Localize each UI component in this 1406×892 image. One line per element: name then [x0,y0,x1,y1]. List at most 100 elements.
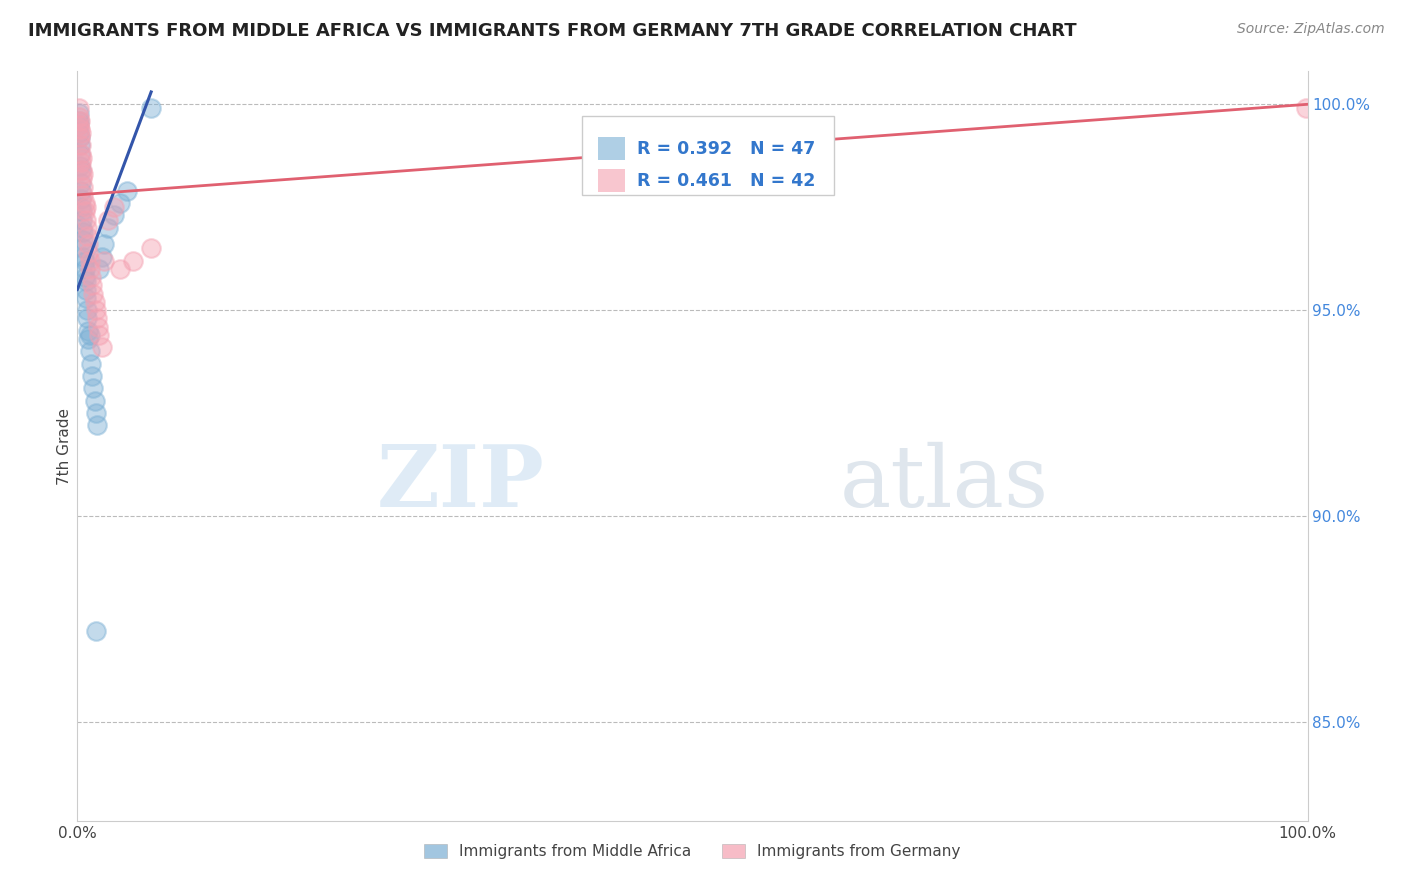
Point [70,176,93,190]
Point [70,146,93,161]
Point [89,262,111,277]
Point [69,130,91,145]
Bar [598,137,624,160]
Point [72,241,94,255]
Point [86,311,108,326]
Text: R = 0.392   N = 47: R = 0.392 N = 47 [637,139,815,158]
Point [69,138,91,153]
Point [69,113,91,128]
Point [67,102,90,116]
Point [80,357,103,371]
Point [67,113,90,128]
Point [69,122,91,136]
Point [97,212,120,227]
Point [84,303,107,318]
Point [76,303,98,318]
Text: atlas: atlas [841,442,1049,525]
Point [69,159,91,173]
Point [87,319,110,334]
Point [72,250,94,264]
Point [121,253,143,268]
Point [84,406,107,420]
Point [79,262,101,277]
Point [70,126,93,140]
Point [82,286,104,301]
Point [79,344,101,359]
Point [79,253,101,268]
Point [70,138,93,153]
Point [110,262,132,277]
Point [72,225,94,239]
FancyBboxPatch shape [582,116,834,195]
Point [82,381,104,395]
Point [70,163,93,178]
Point [115,184,138,198]
Point [75,283,97,297]
Point [73,204,96,219]
Point [93,253,115,268]
Point [70,163,93,178]
Point [97,220,120,235]
Point [76,229,98,244]
Point [79,327,101,342]
Point [70,151,93,165]
Point [67,118,90,132]
Point [84,624,107,639]
Point [141,241,163,255]
Point [89,327,111,342]
Point [110,196,132,211]
Bar [598,169,624,192]
Point [72,179,94,194]
Point [67,118,90,132]
Point [86,418,108,433]
Point [73,262,96,277]
Text: Source: ZipAtlas.com: Source: ZipAtlas.com [1237,22,1385,37]
Point [80,270,103,285]
Point [70,200,93,214]
Point [67,110,90,124]
Point [1295,102,1317,116]
Text: R = 0.461   N = 42: R = 0.461 N = 42 [637,171,815,190]
Text: ZIP: ZIP [377,442,546,525]
Point [69,146,91,161]
Point [83,294,105,309]
Point [70,204,93,219]
Point [73,253,96,268]
Point [76,220,98,235]
Point [72,167,94,181]
Point [82,369,104,384]
Point [82,278,104,293]
Point [72,233,94,247]
Legend: Immigrants from Middle Africa, Immigrants from Germany: Immigrants from Middle Africa, Immigrant… [418,838,967,865]
Point [103,200,125,214]
Y-axis label: 7th Grade: 7th Grade [56,408,72,484]
Point [77,324,100,338]
Point [70,212,93,227]
Point [70,155,93,169]
Point [90,250,114,264]
Point [75,274,97,288]
Point [77,332,100,346]
Point [75,212,97,227]
Point [77,237,100,252]
Point [75,291,97,305]
Point [70,192,93,206]
Point [83,393,105,408]
Point [93,237,115,252]
Point [77,245,100,260]
Point [90,340,114,354]
Point [75,200,97,214]
Point [76,311,98,326]
Point [67,126,90,140]
Point [103,209,125,223]
Point [141,102,163,116]
Point [70,220,93,235]
Point [72,187,94,202]
Point [67,105,90,120]
Point [73,196,96,211]
Point [69,130,91,145]
Point [70,171,93,186]
Point [73,270,96,285]
Text: IMMIGRANTS FROM MIDDLE AFRICA VS IMMIGRANTS FROM GERMANY 7TH GRADE CORRELATION C: IMMIGRANTS FROM MIDDLE AFRICA VS IMMIGRA… [28,22,1077,40]
Point [70,184,93,198]
